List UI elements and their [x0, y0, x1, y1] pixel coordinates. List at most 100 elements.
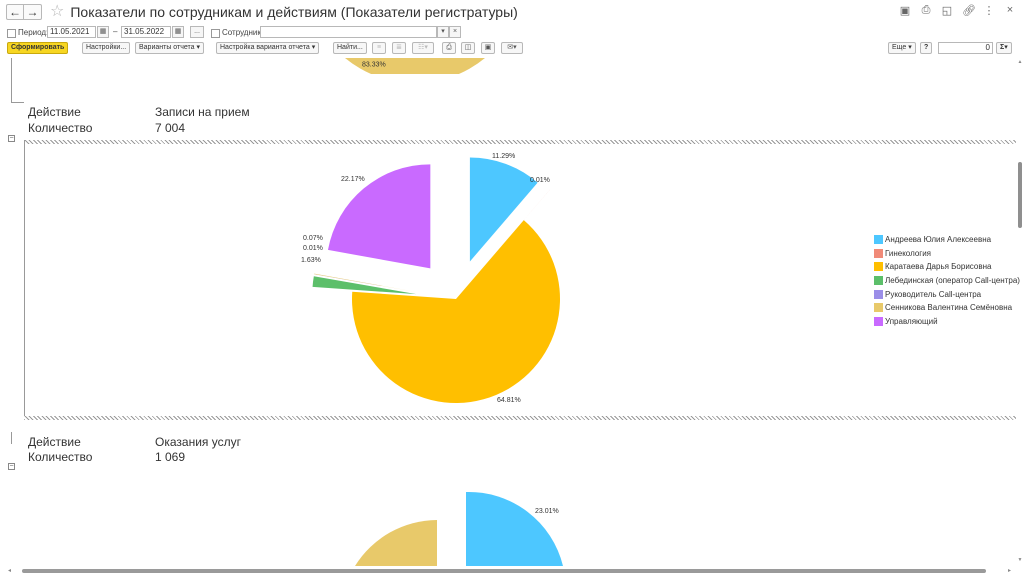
- action-value-2: Оказания услуг: [155, 435, 241, 449]
- save-report-icon[interactable]: ▣: [481, 42, 495, 54]
- menu-dots-icon[interactable]: ⋮: [983, 5, 995, 17]
- send-email-icon[interactable]: ✉▾: [501, 42, 523, 54]
- legend-swatch: [874, 316, 883, 326]
- title-bar: ← → ☆ Показатели по сотрудникам и действ…: [0, 0, 1024, 24]
- calendar-from-icon[interactable]: ▦: [97, 26, 109, 38]
- collapse-group-icon[interactable]: −: [8, 135, 15, 142]
- legend-item: Сенникова Валентина Семёновна: [874, 301, 1020, 315]
- scroll-up-icon[interactable]: ▲: [1017, 59, 1023, 65]
- pie-slice-label: 0.01%: [530, 177, 550, 184]
- next-chart-slice-2: [355, 520, 437, 566]
- legend-item: Гинекология: [874, 247, 1020, 261]
- chart-frame-top: [24, 140, 1016, 144]
- collapse-group-icon[interactable]: −: [8, 463, 15, 470]
- count-value-1: 7 004: [155, 121, 186, 135]
- report-variants-button[interactable]: Варианты отчета ▾: [135, 42, 205, 54]
- chart-frame-left: [24, 140, 25, 418]
- legend-item: Руководитель Call-центра: [874, 287, 1020, 301]
- employee-label: Сотрудник:: [222, 28, 264, 37]
- expand-groups-icon[interactable]: ≣: [392, 42, 406, 54]
- save-icon[interactable]: ▣: [899, 5, 911, 17]
- collapse-groups-icon[interactable]: ≡: [372, 42, 386, 54]
- next-chart-partial: 23.01%: [355, 491, 563, 566]
- close-icon[interactable]: ×: [1006, 4, 1014, 16]
- horizontal-scroll-thumb[interactable]: [22, 569, 986, 573]
- print-icon[interactable]: ⎙: [921, 4, 931, 16]
- legend-item: Каратаева Дарья Борисовна: [874, 260, 1020, 274]
- back-button[interactable]: ←: [6, 4, 24, 20]
- chart-legend: Андреева Юлия Алексеевна Гинекология Карат…: [874, 233, 1020, 328]
- sum-field[interactable]: 0: [938, 42, 993, 54]
- pie-slice-label: 0.01%: [303, 245, 323, 252]
- grouping-levels-icon[interactable]: ☷▾: [412, 42, 434, 54]
- vertical-scroll-thumb[interactable]: [1018, 162, 1022, 228]
- pie-slice-label: 11.29%: [492, 153, 515, 160]
- date-from-field[interactable]: 11.05.2021: [47, 26, 96, 38]
- period-select-button[interactable]: ...: [190, 26, 204, 38]
- sum-button[interactable]: Σ▾: [996, 42, 1012, 54]
- preview-report-icon[interactable]: ◫: [461, 42, 475, 54]
- pie-slice-label: 64.81%: [497, 397, 521, 404]
- action-label-2: Действие: [28, 435, 81, 449]
- favorite-star-icon[interactable]: ☆: [50, 3, 65, 20]
- scroll-down-icon[interactable]: ▼: [1017, 557, 1023, 563]
- pie-slice-label: 22.17%: [341, 176, 365, 183]
- tree-line: [11, 58, 12, 102]
- sum-label: Σ: [1000, 44, 1005, 51]
- forward-button[interactable]: →: [24, 4, 42, 20]
- more-button[interactable]: Еще ▾: [888, 42, 916, 54]
- vertical-scrollbar[interactable]: ▲ ▼: [1016, 58, 1024, 566]
- employee-checkbox[interactable]: [211, 29, 220, 38]
- date-to-field[interactable]: 31.05.2022: [121, 26, 171, 38]
- legend-swatch: [874, 289, 883, 299]
- pie-slice-label: 1.63%: [301, 257, 321, 264]
- chart-frame-bottom: [24, 416, 1016, 420]
- horizontal-scrollbar[interactable]: ◂ ▸: [0, 566, 1024, 576]
- next-chart-label: 23.01%: [535, 508, 559, 515]
- variant-settings-label: Настройка варианта отчета: [220, 44, 310, 51]
- legend-swatch: [874, 235, 883, 245]
- action-label-1: Действие: [28, 105, 81, 119]
- find-button[interactable]: Найти...: [333, 42, 367, 54]
- pie-slice: [327, 164, 431, 269]
- pie-slice: [352, 220, 561, 403]
- scroll-right-icon[interactable]: ▸: [1008, 568, 1012, 574]
- employee-clear-icon[interactable]: ×: [449, 26, 461, 38]
- report-variants-label: Варианты отчета: [139, 44, 195, 51]
- count-label-2: Количество: [28, 450, 93, 464]
- back-arrow-icon: ←: [9, 5, 21, 19]
- period-checkbox[interactable]: [7, 29, 16, 38]
- generate-button[interactable]: Сформировать: [7, 42, 69, 54]
- action-value-1: Записи на прием: [155, 105, 250, 119]
- employee-field[interactable]: [260, 26, 437, 38]
- report-spreadsheet[interactable]: − − 83.33% Действие Записи на прием Коли…: [0, 58, 1024, 566]
- employee-dropdown-icon[interactable]: ▾: [437, 26, 449, 38]
- scroll-left-icon[interactable]: ◂: [8, 568, 12, 574]
- count-label-1: Количество: [28, 121, 93, 135]
- legend-label: Андреева Юлия Алексеевна: [885, 235, 992, 245]
- legend-label: Лебединская (оператор Call-центра): [885, 276, 1020, 286]
- link-icon[interactable]: 🔗︎: [962, 5, 976, 17]
- legend-swatch: [874, 262, 883, 272]
- next-chart-slice-1: [466, 491, 563, 566]
- pie-slice: [314, 274, 417, 293]
- legend-label: Сенникова Валентина Семёновна: [885, 303, 1013, 313]
- pie-slice: [312, 276, 417, 295]
- legend-item: Лебединская (оператор Call-центра): [874, 274, 1020, 288]
- period-label: Период:: [18, 28, 49, 37]
- print-report-icon[interactable]: ⎙: [442, 42, 456, 54]
- previous-chart-partial: 83.33%: [345, 58, 485, 74]
- previous-chart-label: 83.33%: [362, 62, 386, 69]
- legend-item: Управляющий: [874, 315, 1020, 329]
- legend-item: Андреева Юлия Алексеевна: [874, 233, 1020, 247]
- legend-swatch: [874, 248, 883, 258]
- more-label: Еще: [892, 44, 907, 51]
- settings-button[interactable]: Настройки...: [82, 42, 131, 54]
- legend-swatch: [874, 303, 883, 313]
- calendar-to-icon[interactable]: ▦: [172, 26, 184, 38]
- preview-icon[interactable]: ◱: [941, 5, 953, 17]
- variant-settings-button[interactable]: Настройка варианта отчета ▾: [216, 42, 320, 54]
- report-parameters: Период: 11.05.2021 ▦ – 31.05.2022 ▦ ... …: [0, 26, 1024, 40]
- previous-chart-slice: [345, 58, 485, 74]
- help-button[interactable]: ?: [920, 42, 933, 54]
